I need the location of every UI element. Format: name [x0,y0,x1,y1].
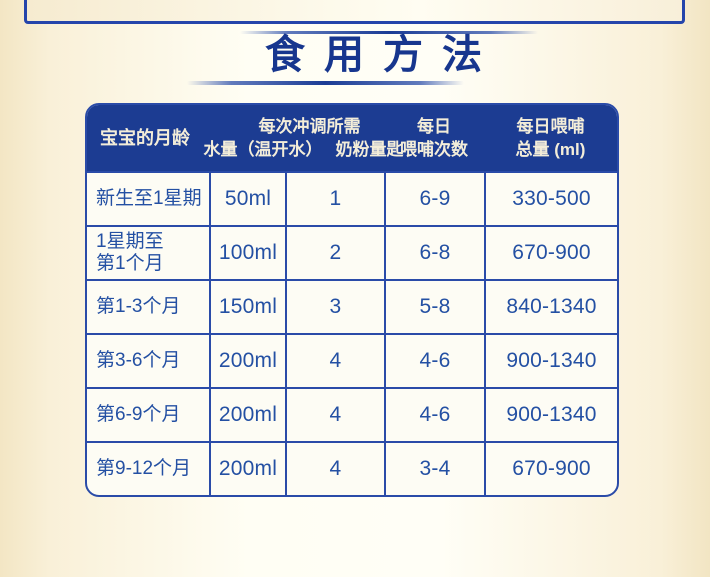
cell-powder-scoops: 4 [285,443,384,495]
cell-daily-feed-times: 4-6 [384,389,484,441]
cell-baby-age: 第3-6个月 [96,349,181,371]
cell-daily-total: 900-1340 [484,335,617,387]
table-row: 第3-6个月 200ml 4 4-6 900-1340 [87,333,617,387]
cell-water-amount: 200ml [209,443,285,495]
cell-baby-age: 新生至1星期 [96,187,202,209]
table-row: 1星期至 第1个月 100ml 2 6-8 670-900 [87,225,617,279]
table-header: 宝宝的月龄 每次冲调所需 水量（温开水） 奶粉量匙 每日 喂哺次数 每日喂哺 总… [87,105,617,171]
cell-daily-total: 670-900 [484,443,617,495]
header-daily-total-line1: 每日喂哺 [516,117,585,137]
page-title: 食用方法 [265,33,501,77]
cell-water-amount: 100ml [209,227,285,279]
cell-baby-age: 1星期至 第1个月 [96,230,164,274]
cell-water-amount: 150ml [209,281,285,333]
table-body: 新生至1星期 50ml 1 6-9 330-500 1星期至 第1个月 100m… [87,171,617,495]
cell-daily-feed-times: 6-8 [384,227,484,279]
cell-daily-total: 330-500 [484,173,617,225]
previous-section-box [24,0,685,24]
cell-powder-scoops: 2 [285,227,384,279]
header-daily-times-line1: 每日 [417,117,451,137]
table-row: 第9-12个月 200ml 4 3-4 670-900 [87,441,617,495]
header-daily-times-line2: 喂哺次数 [400,139,468,159]
cell-water-amount: 50ml [209,173,285,225]
cell-daily-total: 670-900 [484,227,617,279]
header-baby-age: 宝宝的月龄 [100,127,190,148]
cell-water-amount: 200ml [209,389,285,441]
table-row: 第6-9个月 200ml 4 4-6 900-1340 [87,387,617,441]
cell-daily-total: 900-1340 [484,389,617,441]
header-daily-feed-times: 每日 喂哺次数 [384,116,484,160]
table-row: 第1-3个月 150ml 3 5-8 840-1340 [87,279,617,333]
header-powder-scoops: 奶粉量匙 [335,140,404,159]
cell-powder-scoops: 3 [285,281,384,333]
cell-baby-age: 第9-12个月 [96,457,192,479]
cell-water-amount: 200ml [209,335,285,387]
header-per-feed-group: 每次冲调所需 水量（温开水） 奶粉量匙 [204,116,404,161]
cell-daily-feed-times: 5-8 [384,281,484,333]
cell-powder-scoops: 4 [285,335,384,387]
title-decor-line-bottom [187,81,464,85]
title-decor-line-top [240,31,538,34]
cell-powder-scoops: 1 [285,173,384,225]
table-row: 新生至1星期 50ml 1 6-9 330-500 [87,171,617,225]
feeding-table: 宝宝的月龄 每次冲调所需 水量（温开水） 奶粉量匙 每日 喂哺次数 每日喂哺 总… [85,103,619,497]
header-water-amount: 水量（温开水） [203,140,323,159]
header-daily-total-line2: 总量 (ml) [515,139,586,159]
cell-powder-scoops: 4 [285,389,384,441]
cell-daily-feed-times: 6-9 [384,173,484,225]
cell-daily-feed-times: 4-6 [384,335,484,387]
header-daily-total: 每日喂哺 总量 (ml) [484,116,617,160]
cell-baby-age: 第6-9个月 [96,403,181,425]
cell-baby-age: 第1-3个月 [96,295,181,317]
cell-daily-feed-times: 3-4 [384,443,484,495]
header-per-feed-label: 每次冲调所需 [258,116,361,136]
header-subrow: 水量（温开水） 奶粉量匙 [204,139,404,160]
section-title-block: 食用方法 [0,29,710,89]
cell-daily-total: 840-1340 [484,281,617,333]
